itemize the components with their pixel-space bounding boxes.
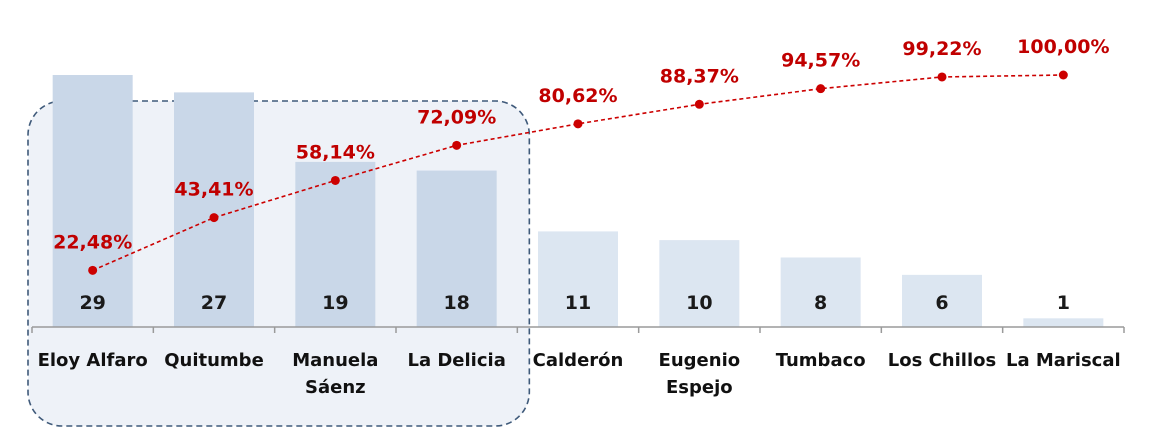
category-label-7: Tumbaco [776, 350, 866, 371]
cumulative-percent-label-7: 94,57% [781, 50, 860, 72]
cumulative-percent-labels: 22,48% 43,41% 58,14% 72,09% 80,62% 88,37% 94,5… [53, 36, 1109, 253]
cumulative-point-1 [88, 265, 98, 275]
category-label-line: La Delicia [407, 350, 505, 371]
bar-1 [52, 75, 133, 327]
bar-7 [780, 257, 861, 327]
category-label-1: Eloy Alfaro [38, 350, 148, 371]
category-label-line: Calderón [533, 350, 624, 371]
cumulative-percent-label-4: 72,09% [417, 106, 496, 128]
bar-9 [1023, 318, 1104, 327]
bar-5 [538, 231, 618, 327]
bar-value-label-4: 18 [443, 292, 469, 314]
cumulative-point-4 [452, 140, 462, 150]
cumulative-percent-label-1: 22,48% [53, 231, 132, 253]
category-label-line: Los Chillos [888, 350, 996, 371]
bar-value-label-1: 29 [79, 292, 105, 314]
cumulative-percent-label-2: 43,41% [174, 179, 253, 201]
bar-8 [902, 274, 982, 327]
x-axis [31, 326, 1125, 333]
cumulative-percent-label-3: 58,14% [296, 141, 375, 163]
category-label-line: La Mariscal [1006, 350, 1121, 371]
cumulative-percent-label-5: 80,62% [538, 85, 617, 107]
cumulative-point-8 [937, 72, 947, 82]
category-label-line: Tumbaco [776, 350, 866, 371]
bar-value-label-2: 27 [201, 292, 227, 314]
category-labels: Eloy Alfaro Quitumbe Manuela Sáenz La Delici… [38, 350, 1121, 398]
cumulative-percent-label-8: 99,22% [902, 38, 981, 60]
cumulative-point-9 [1058, 70, 1068, 80]
category-label-3: Manuela Sáenz [292, 350, 378, 398]
category-label-6: Eugenio Espejo [659, 350, 741, 398]
bar-4 [416, 170, 497, 327]
category-label-line: Eugenio [659, 350, 741, 371]
cumulative-line-series [88, 70, 1068, 275]
bar-2 [174, 92, 254, 328]
category-label-2: Quitumbe [164, 350, 264, 371]
bar-value-labels: 29 27 19 18 11 10 8 6 1 [79, 292, 1070, 314]
bar-value-label-8: 6 [935, 292, 948, 314]
bar-value-label-5: 11 [565, 292, 591, 314]
bar-value-label-3: 19 [322, 292, 348, 314]
category-label-line: Quitumbe [164, 350, 264, 371]
cumulative-line [92, 74, 1064, 272]
cumulative-point-7 [816, 84, 826, 94]
category-label-line: Manuela [292, 350, 378, 371]
bar-6 [659, 240, 740, 327]
bar-series [52, 75, 1104, 328]
bar-value-label-9: 1 [1057, 292, 1070, 314]
category-label-line: Sáenz [305, 377, 366, 398]
bar-value-label-6: 10 [686, 292, 712, 314]
category-label-9: La Mariscal [1006, 350, 1121, 371]
bar-value-label-7: 8 [814, 292, 827, 314]
cumulative-point-3 [330, 175, 340, 185]
highlight-region [27, 100, 531, 427]
cumulative-percent-label-9: 100,00% [1017, 36, 1109, 58]
category-label-8: Los Chillos [888, 350, 996, 371]
category-label-5: Calderón [533, 350, 624, 371]
cumulative-point-6 [694, 99, 704, 109]
cumulative-percent-label-6: 88,37% [660, 65, 739, 87]
category-label-line: Eloy Alfaro [38, 350, 148, 371]
highlight-box [27, 100, 531, 427]
cumulative-point-2 [209, 213, 219, 223]
category-label-line: Espejo [666, 377, 733, 398]
category-label-4: La Delicia [407, 350, 505, 371]
cumulative-point-5 [573, 119, 583, 129]
